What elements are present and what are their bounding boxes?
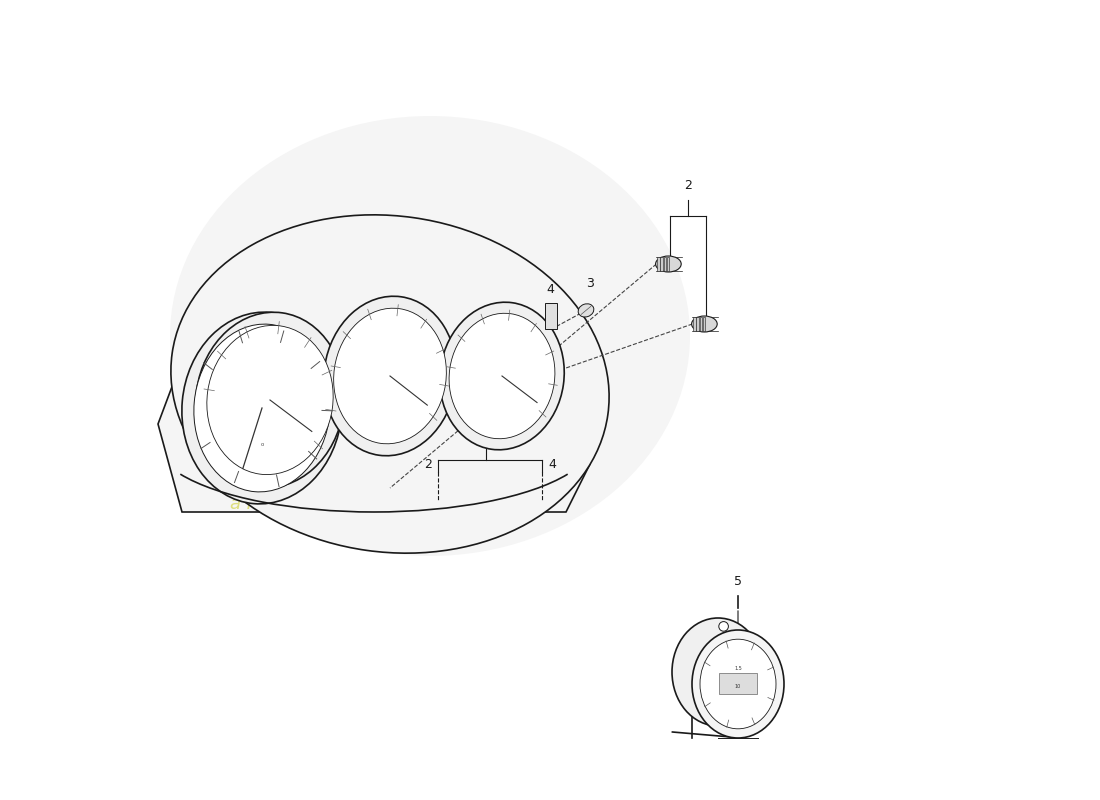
Text: 2: 2 [684,179,692,192]
Bar [657,257,660,271]
Ellipse shape [323,296,456,456]
Ellipse shape [182,312,342,504]
Ellipse shape [194,324,330,492]
Text: 2: 2 [424,458,431,470]
Text: 3: 3 [586,278,594,290]
Text: o: o [261,442,264,446]
Ellipse shape [672,618,764,726]
Text: 10: 10 [735,684,741,689]
Ellipse shape [170,116,690,556]
Text: a Porsche specialist since 1985: a Porsche specialist since 1985 [230,495,512,513]
FancyBboxPatch shape [546,303,558,329]
Polygon shape [158,304,590,512]
Bar [660,257,663,271]
Ellipse shape [718,622,728,631]
Ellipse shape [196,312,344,488]
Ellipse shape [449,314,554,438]
Ellipse shape [579,304,594,317]
Polygon shape [672,676,783,684]
Ellipse shape [700,639,776,729]
Ellipse shape [333,308,447,444]
Text: eu: eu [182,295,321,393]
Text: ropares: ropares [334,371,587,429]
Bar [693,317,695,331]
Ellipse shape [170,215,609,553]
Text: 4: 4 [549,458,557,470]
FancyBboxPatch shape [718,673,757,694]
Text: 1: 1 [482,409,490,422]
Ellipse shape [440,302,564,450]
Text: 4: 4 [546,283,554,296]
Bar [667,257,669,271]
Ellipse shape [207,326,333,474]
Ellipse shape [656,256,681,272]
Text: 5: 5 [734,575,742,588]
Ellipse shape [692,316,717,332]
Bar [700,317,702,331]
Ellipse shape [692,630,784,738]
Bar [703,317,705,331]
Bar [663,257,666,271]
Bar [696,317,698,331]
Text: 1.5: 1.5 [734,666,741,670]
